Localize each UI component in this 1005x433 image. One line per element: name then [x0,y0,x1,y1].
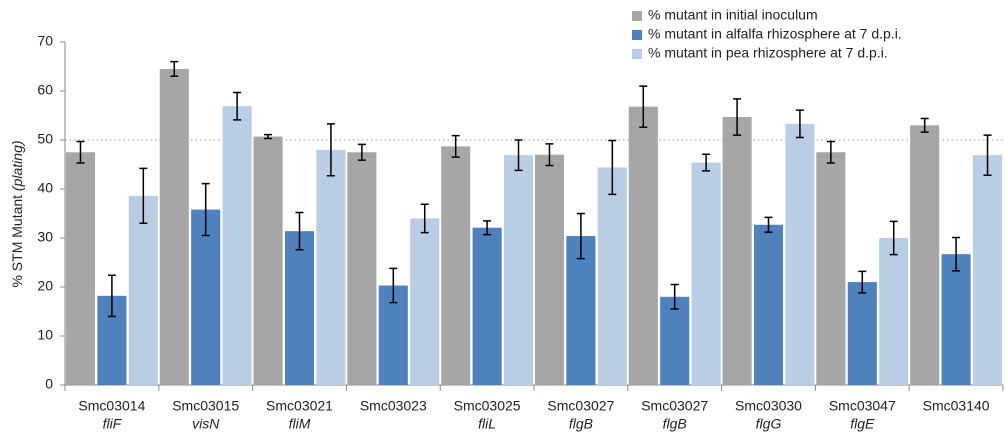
legend-swatch [632,49,642,59]
bar [347,152,377,385]
y-tick-label: 30 [37,229,53,245]
error-bar [389,267,398,304]
bar [472,227,502,385]
bar [972,155,1003,385]
x-tick-label: Smc03030 [735,398,802,414]
bar [597,167,627,385]
x-tick-label: Smc03015 [172,398,239,414]
bar [753,224,784,385]
gene-label: flgB [663,416,687,432]
legend-label: % mutant in pea rhizosphere at 7 d.p.i. [648,45,888,61]
x-tick-label: Smc03027 [547,398,614,414]
bar [316,149,346,385]
error-bar [420,203,429,234]
bar [410,218,440,385]
y-tick-label: 20 [37,278,53,294]
error-bar [764,216,773,233]
x-tick-label: Smc03014 [78,398,145,414]
bar [441,146,471,385]
error-bar [76,140,85,164]
error-bar [170,60,179,78]
x-tick-label: Smc03027 [641,398,708,414]
gene-label: flgG [756,416,782,432]
error-bar [670,283,679,310]
y-tick-label: 70 [37,33,53,49]
x-tick-label: Smc03025 [454,398,521,414]
error-bar [451,134,460,158]
gene-label: flgB [569,416,593,432]
error-bar [983,134,992,177]
error-bar [139,167,148,225]
legend-label: % mutant in alfalfa rhizosphere at 7 d.p… [648,26,902,42]
error-bar [702,153,711,172]
bar [910,125,940,386]
gene-label: fliM [289,416,311,432]
bar [879,238,909,385]
bar [691,162,721,385]
y-tick-label: 40 [37,180,53,196]
error-bar [357,143,366,161]
bar [941,254,971,385]
legend-swatch [632,11,642,21]
bar [816,152,846,385]
y-tick-label: 60 [37,82,53,98]
error-bar [826,140,835,164]
bar [159,68,189,385]
legend-label: % mutant in initial inoculum [648,7,818,23]
x-tick-label: Smc03140 [923,398,990,414]
bar [660,296,690,385]
error-bar [608,139,617,196]
bar [222,106,252,385]
bar [253,136,283,385]
error-bar [952,236,961,272]
gene-label: visN [192,416,220,432]
error-bar [858,270,867,294]
bar [284,231,315,385]
error-bar [107,274,116,318]
gene-label: fliF [103,416,123,432]
bar [722,116,752,385]
error-bar [514,139,523,172]
bar [191,209,221,385]
error-bar [920,117,929,133]
x-tick-label: Smc03023 [360,398,427,414]
bar [534,154,565,385]
bar [65,152,96,385]
bar [503,155,534,385]
x-tick-label: Smc03021 [266,398,333,414]
bar [128,195,158,385]
y-tick-label: 0 [45,376,53,392]
gene-label: flgE [850,416,875,432]
error-bar [295,211,304,251]
error-bar [733,98,742,136]
y-label-text: % STM Mutant [9,195,25,288]
error-bar [233,91,242,121]
x-tick-label: Smc03047 [829,398,896,414]
error-bar [889,220,898,256]
error-bar [639,85,648,129]
error-bar [201,182,210,237]
error-bar [795,109,804,139]
gene-label: fliL [478,416,496,432]
bar [785,123,815,385]
y-label-italic: (plating) [9,140,25,191]
legend-swatch [632,30,642,40]
error-bar [326,123,335,177]
bar [628,106,658,386]
y-tick-label: 10 [37,327,53,343]
error-bar [545,143,554,167]
y-axis-label: % STM Mutant (plating) [9,140,25,287]
bar [847,282,877,385]
y-tick-label: 50 [37,131,53,147]
error-bar [483,220,492,236]
error-bar [576,212,585,260]
error-bar [264,133,273,140]
bar [566,236,596,385]
